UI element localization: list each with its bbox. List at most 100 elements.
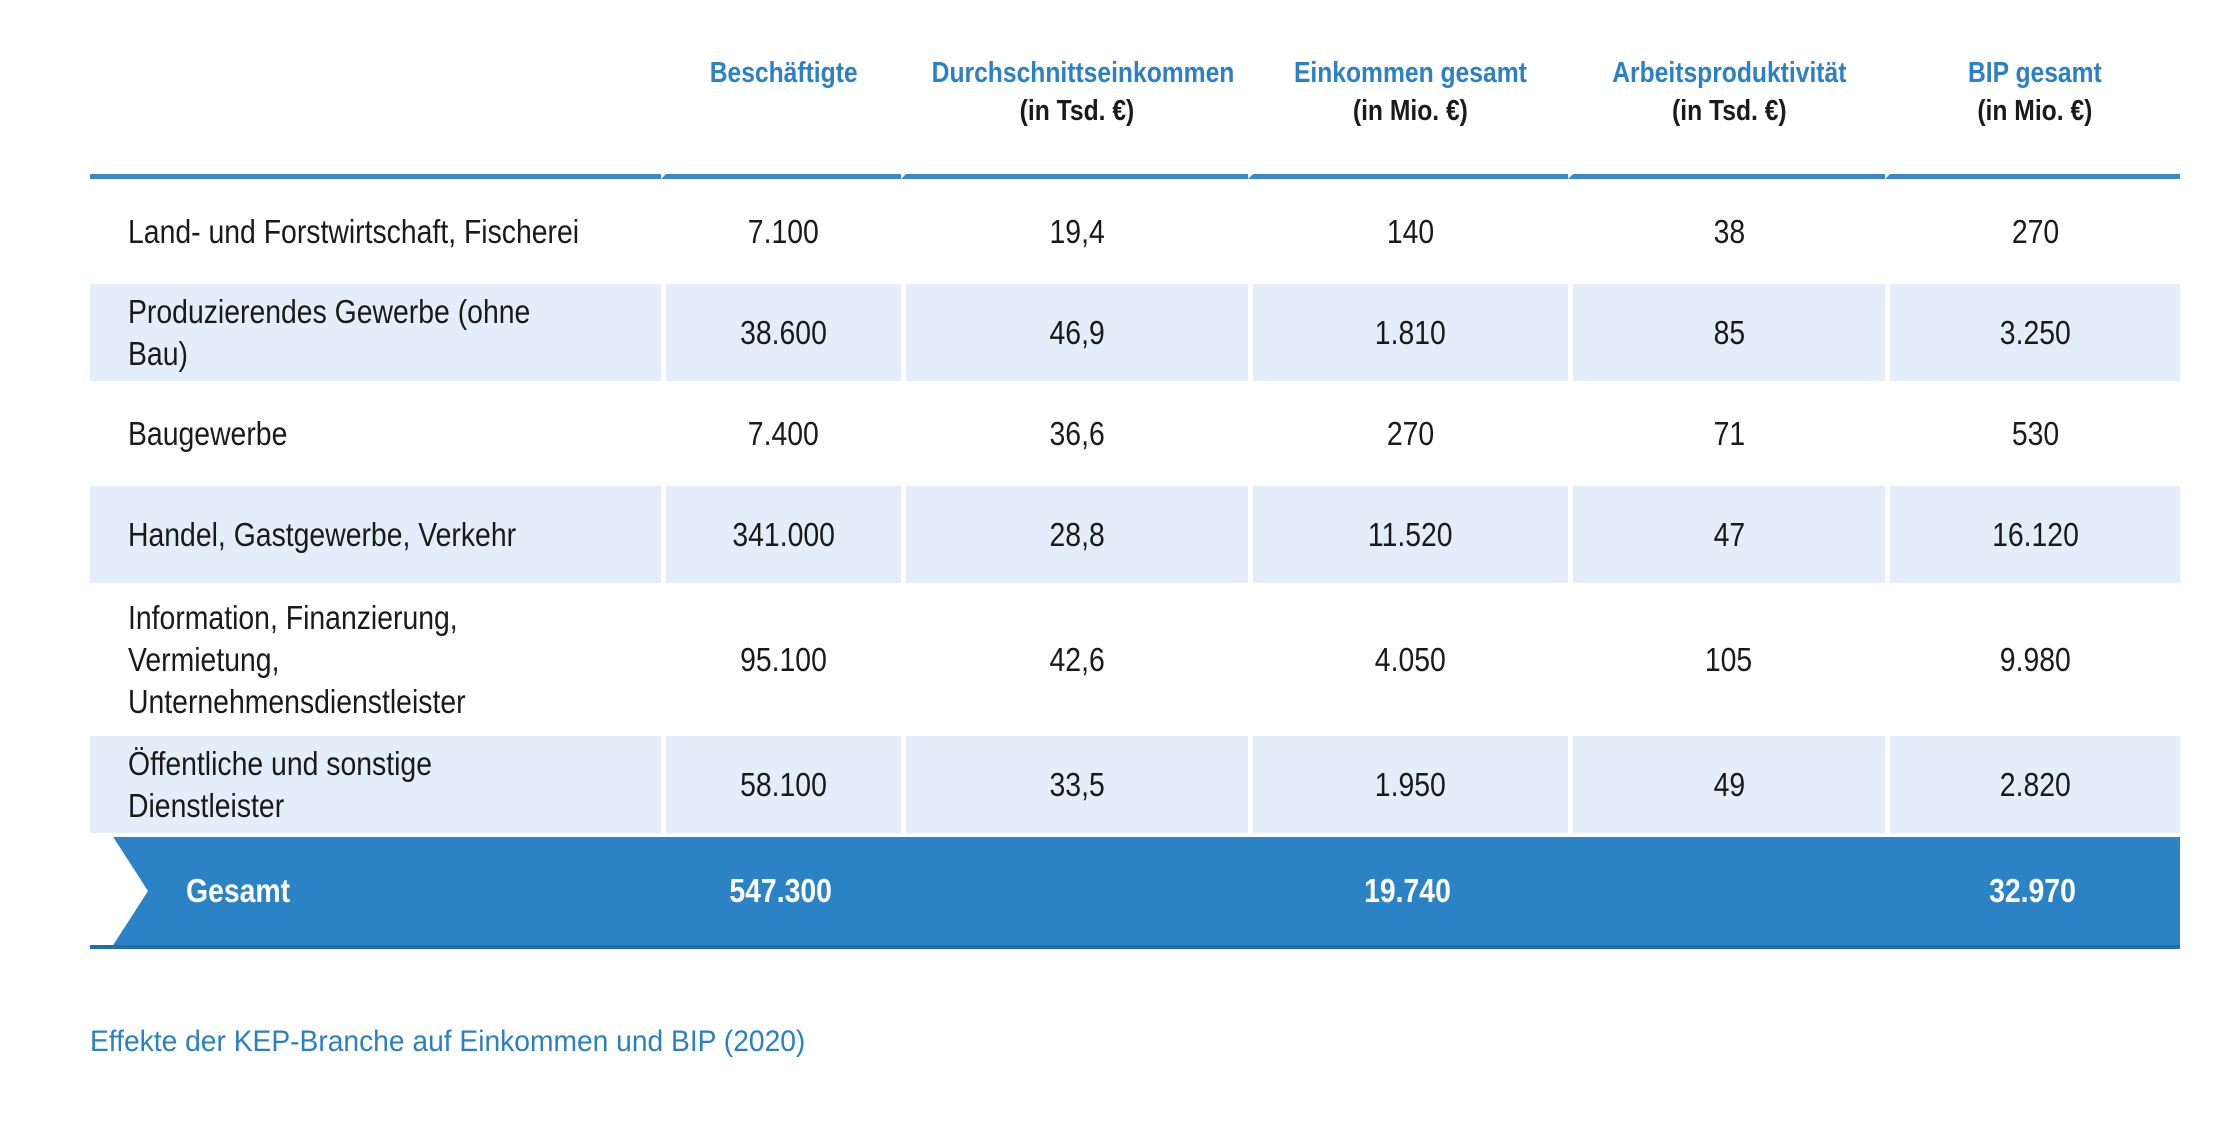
header-row: Beschäftigte Durchschnittseinkommen (in … (90, 54, 2180, 179)
header-cell-beschaeftigte: Beschäftigte (660, 54, 901, 179)
value: 19,4 (1049, 212, 1105, 250)
value-cell: 7.100 (660, 183, 901, 280)
value-cell: 9.980 (1885, 587, 2180, 732)
value-cell: 140 (1247, 183, 1568, 280)
header-cell-einkommen-gesamt: Einkommen gesamt (in Mio. €) (1247, 54, 1568, 179)
table-row-produzierendes-gewerbe: Produzierendes Gewerbe (ohne Bau) 38.600… (90, 284, 2180, 381)
value: 9.980 (1999, 640, 2071, 678)
value: 270 (1386, 414, 1434, 452)
table-row-handel-gastgewerbe: Handel, Gastgewerbe, Verkehr 341.000 28,… (90, 486, 2180, 583)
row-label: Handel, Gastgewerbe, Verkehr (128, 515, 517, 553)
value-cell: 49 (1567, 736, 1886, 833)
value: 95.100 (739, 640, 827, 678)
total-value-cell: 547.300 (660, 837, 901, 949)
row-label-cell: Handel, Gastgewerbe, Verkehr (90, 486, 661, 583)
column-title: BIP gesamt (1968, 57, 2103, 89)
row-label: Land- und Forstwirtschaft, Fischerei (128, 212, 580, 250)
value: 140 (1386, 212, 1434, 250)
value-cell: 7.400 (660, 385, 901, 482)
total-value-cell (1567, 837, 1886, 949)
total-value: 547.300 (729, 872, 833, 909)
value: 1.810 (1374, 313, 1446, 351)
row-label-cell: Land- und Forstwirtschaft, Fischerei (90, 183, 661, 280)
value-cell: 1.950 (1247, 736, 1568, 833)
header-cell-empty (90, 54, 661, 179)
value-cell: 38 (1567, 183, 1886, 280)
row-label: Information, Finanzierung, Vermietung, U… (128, 598, 466, 720)
total-value-cell: 32.970 (1885, 837, 2180, 949)
value: 38 (1713, 212, 1745, 250)
value-cell: 4.050 (1247, 587, 1568, 732)
value-cell: 16.120 (1885, 486, 2180, 583)
value-cell: 28,8 (900, 486, 1248, 583)
value: 7.100 (747, 212, 819, 250)
value-cell: 95.100 (660, 587, 901, 732)
value-cell: 105 (1567, 587, 1886, 732)
table-row-total: Gesamt 547.300 19.740 32.970 (90, 837, 2180, 949)
value-cell: 58.100 (660, 736, 901, 833)
column-unit: (in Mio. €) (1352, 95, 1468, 127)
header-cell-arbeitsproduktivitaet: Arbeitsproduktivität (in Tsd. €) (1567, 54, 1886, 179)
value: 42,6 (1049, 640, 1105, 678)
value-cell: 270 (1247, 385, 1568, 482)
total-value-cell: 19.740 (1247, 837, 1568, 949)
value: 1.950 (1374, 765, 1446, 803)
row-label: Baugewerbe (128, 414, 288, 452)
total-label-cell: Gesamt (90, 837, 661, 949)
value: 33,5 (1049, 765, 1105, 803)
header-cell-durchschnittseinkommen: Durchschnittseinkommen (in Tsd. €) (900, 54, 1248, 179)
value-cell: 530 (1885, 385, 2180, 482)
value: 46,9 (1049, 313, 1105, 351)
value: 105 (1705, 640, 1753, 678)
table-row-information-finanzierung: Information, Finanzierung, Vermietung, U… (90, 587, 2180, 732)
total-value: 19.740 (1364, 872, 1452, 909)
row-label-cell: Information, Finanzierung, Vermietung, U… (90, 587, 661, 732)
value-cell: 36,6 (900, 385, 1248, 482)
value-cell: 19,4 (900, 183, 1248, 280)
value-cell: 42,6 (900, 587, 1248, 732)
value: 4.050 (1374, 640, 1446, 678)
row-label: Öffentliche und sonstige Dienstleister (128, 744, 432, 824)
value-cell: 341.000 (660, 486, 901, 583)
value-cell: 33,5 (900, 736, 1248, 833)
value: 530 (2011, 414, 2059, 452)
column-unit: (in Tsd. €) (1671, 95, 1787, 127)
value: 47 (1713, 515, 1745, 553)
value: 36,6 (1049, 414, 1105, 452)
value: 7.400 (747, 414, 819, 452)
row-label-cell: Baugewerbe (90, 385, 661, 482)
value-cell: 85 (1567, 284, 1886, 381)
value: 49 (1713, 765, 1745, 803)
header-cell-bip-gesamt: BIP gesamt (in Mio. €) (1885, 54, 2180, 179)
total-arrow-icon (90, 837, 148, 945)
value: 38.600 (739, 313, 827, 351)
kep-effects-table: Beschäftigte Durchschnittseinkommen (in … (90, 50, 2180, 953)
value: 71 (1713, 414, 1745, 452)
column-unit: (in Mio. €) (1977, 95, 2093, 127)
value-cell: 11.520 (1247, 486, 1568, 583)
column-unit (683, 92, 883, 130)
value-cell: 47 (1567, 486, 1886, 583)
figure-caption: Effekte der KEP-Branche auf Einkommen un… (90, 1025, 2180, 1059)
row-label: Produzierendes Gewerbe (ohne Bau) (128, 292, 531, 372)
value-cell: 46,9 (900, 284, 1248, 381)
value-cell: 270 (1885, 183, 2180, 280)
table-row-oeffentliche-dienstleister: Öffentliche und sonstige Dienstleister 5… (90, 736, 2180, 833)
value-cell: 71 (1567, 385, 1886, 482)
total-value-cell (900, 837, 1248, 949)
value: 58.100 (739, 765, 827, 803)
value-cell: 3.250 (1885, 284, 2180, 381)
total-value: 32.970 (1989, 872, 2077, 909)
value: 341.000 (731, 515, 835, 553)
value-cell: 1.810 (1247, 284, 1568, 381)
row-label-cell: Produzierendes Gewerbe (ohne Bau) (90, 284, 661, 381)
column-title: Einkommen gesamt (1293, 57, 1527, 89)
table-row-baugewerbe: Baugewerbe 7.400 36,6 270 71 530 (90, 385, 2180, 482)
table-row-land-forstwirtschaft: Land- und Forstwirtschaft, Fischerei 7.1… (90, 183, 2180, 280)
column-unit: (in Tsd. €) (1019, 95, 1135, 127)
total-label: Gesamt (186, 872, 291, 909)
value-cell: 38.600 (660, 284, 901, 381)
value-cell: 2.820 (1885, 736, 2180, 833)
value: 3.250 (1999, 313, 2071, 351)
